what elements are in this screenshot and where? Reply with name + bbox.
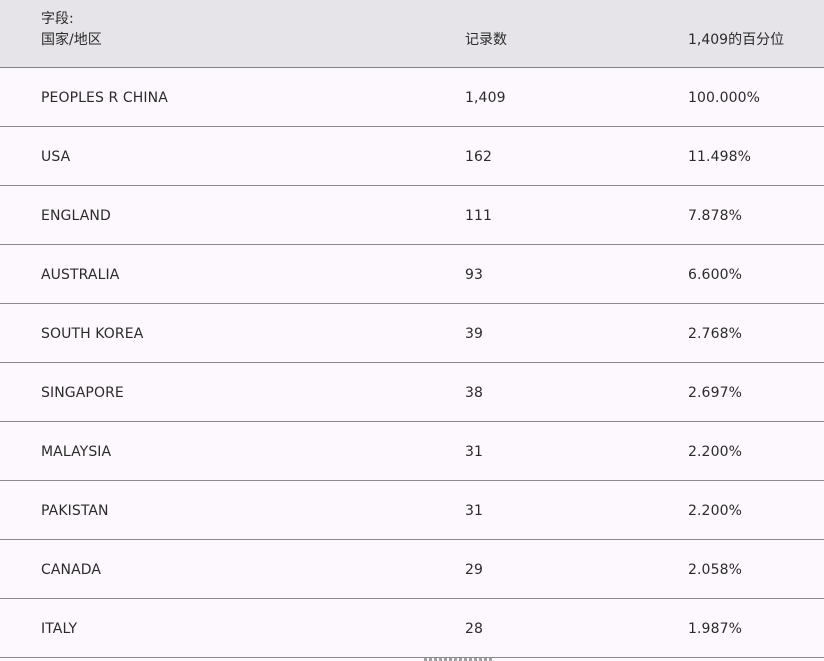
count-cell: 111 xyxy=(465,208,493,224)
country-cell: SOUTH KOREA xyxy=(41,326,144,342)
country-cell: ITALY xyxy=(41,621,78,637)
country-cell: ENGLAND xyxy=(41,208,111,224)
percent-cell: 6.600% xyxy=(688,267,742,283)
country-cell: PAKISTAN xyxy=(41,503,109,519)
country-cell: AUSTRALIA xyxy=(41,267,120,283)
count-cell: 29 xyxy=(465,562,484,578)
percent-cell: 2.200% xyxy=(688,444,742,460)
percent-cell: 2.200% xyxy=(688,503,742,519)
table-row: PEOPLES R CHINA 1,409 100.000% xyxy=(0,68,824,127)
percent-cell: 100.000% xyxy=(688,90,760,106)
country-cell: PEOPLES R CHINA xyxy=(41,90,168,106)
field-name: 国家/地区 xyxy=(41,32,102,48)
country-cell: USA xyxy=(41,149,71,165)
count-cell: 39 xyxy=(465,326,484,342)
table-header: 字段: 国家/地区 记录数 1,409的百分位 xyxy=(0,0,824,68)
table-row: PAKISTAN 31 2.200% xyxy=(0,481,824,540)
table-row: AUSTRALIA 93 6.600% xyxy=(0,245,824,304)
record-count-header: 记录数 xyxy=(465,32,507,48)
percent-cell: 2.058% xyxy=(688,562,742,578)
cut-off-text xyxy=(424,655,494,661)
field-label: 字段: xyxy=(41,11,74,27)
percent-cell: 7.878% xyxy=(688,208,742,224)
count-cell: 162 xyxy=(465,149,493,165)
table-row: ITALY 28 1.987% xyxy=(0,599,824,658)
table-row: ENGLAND 111 7.878% xyxy=(0,186,824,245)
count-cell: 1,409 xyxy=(465,90,506,106)
count-cell: 38 xyxy=(465,385,484,401)
count-cell: 31 xyxy=(465,503,484,519)
percent-header: 1,409的百分位 xyxy=(688,32,785,48)
country-cell: SINGAPORE xyxy=(41,385,124,401)
country-cell: MALAYSIA xyxy=(41,444,112,460)
count-cell: 31 xyxy=(465,444,484,460)
percent-cell: 11.498% xyxy=(688,149,751,165)
table-row: MALAYSIA 31 2.200% xyxy=(0,422,824,481)
percent-cell: 2.768% xyxy=(688,326,742,342)
percent-cell: 1.987% xyxy=(688,621,742,637)
count-cell: 93 xyxy=(465,267,484,283)
table-row: SINGAPORE 38 2.697% xyxy=(0,363,824,422)
country-cell: CANADA xyxy=(41,562,102,578)
count-cell: 28 xyxy=(465,621,484,637)
table-row: USA 162 11.498% xyxy=(0,127,824,186)
table-row: CANADA 29 2.058% xyxy=(0,540,824,599)
field-header: 字段: 国家/地区 xyxy=(41,9,102,51)
table-row: SOUTH KOREA 39 2.768% xyxy=(0,304,824,363)
percent-cell: 2.697% xyxy=(688,385,742,401)
table-body: PEOPLES R CHINA 1,409 100.000% USA 162 1… xyxy=(0,68,824,658)
